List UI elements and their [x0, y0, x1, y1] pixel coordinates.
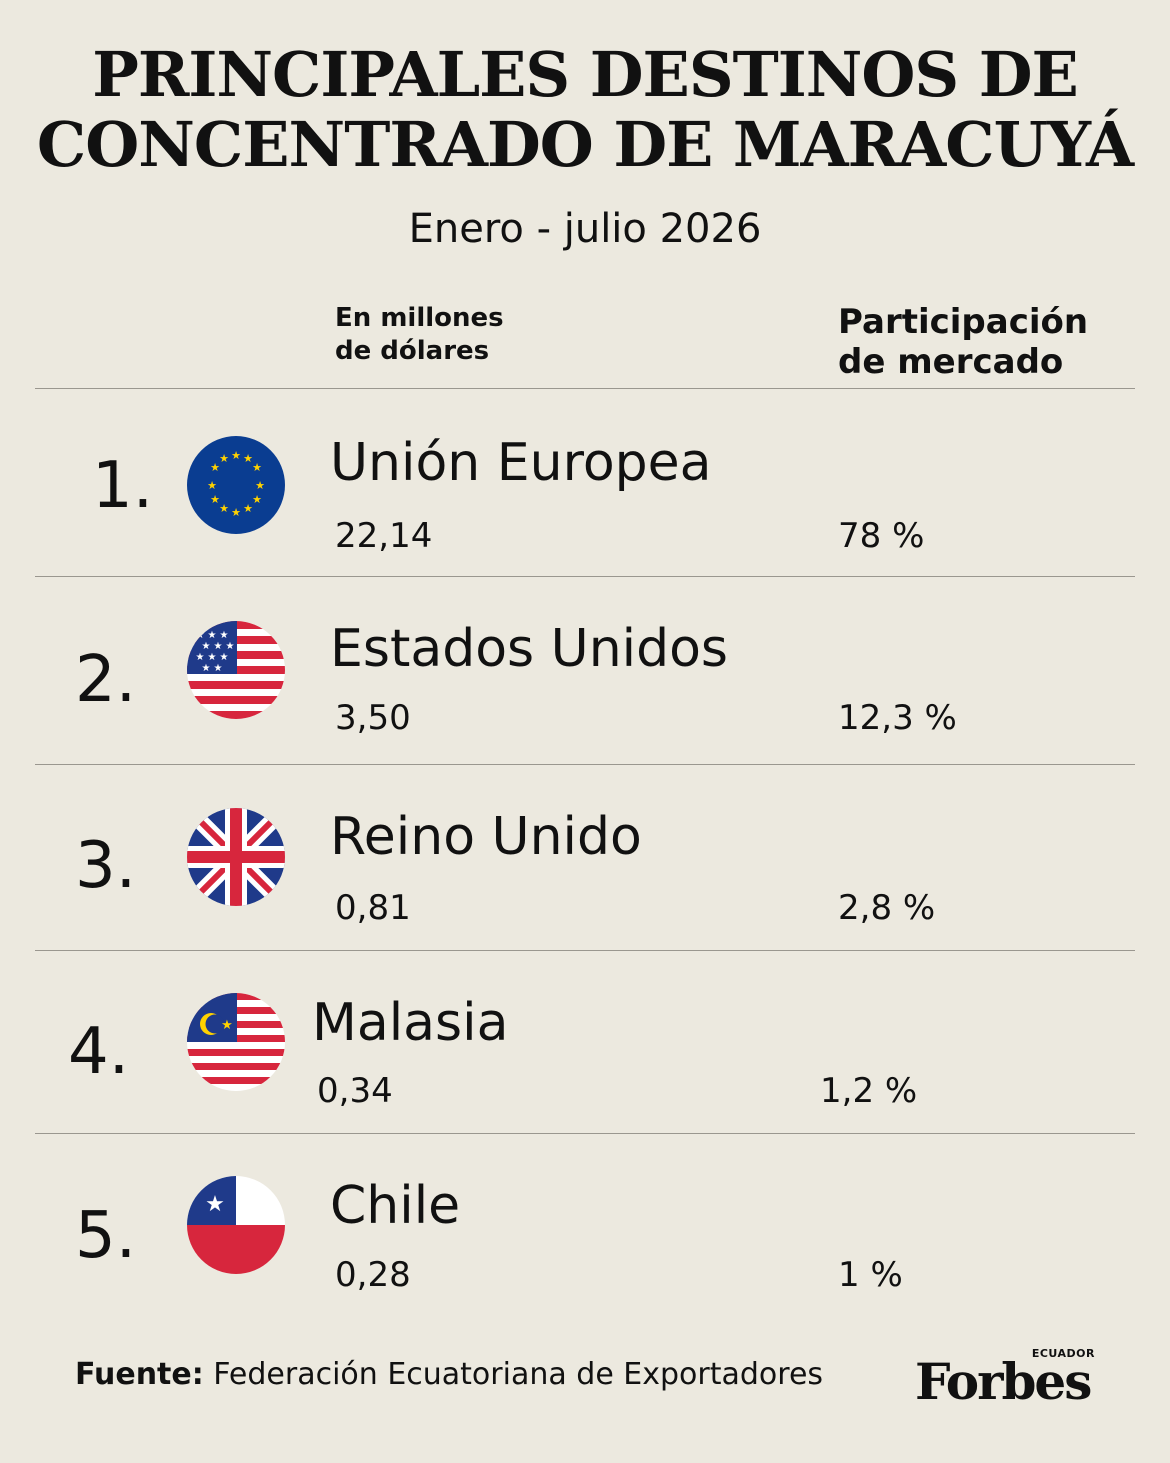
- svg-text:★: ★: [196, 652, 205, 663]
- share-cell: 12,3 %: [838, 698, 957, 738]
- divider: [35, 388, 1135, 389]
- value-cell: 0,28: [335, 1255, 411, 1295]
- country-name: Estados Unidos: [330, 619, 729, 679]
- svg-text:★: ★: [202, 641, 211, 652]
- svg-text:★: ★: [208, 630, 217, 641]
- source-note: Fuente: Federación Ecuatoriana de Export…: [75, 1355, 823, 1395]
- svg-text:★: ★: [231, 449, 241, 462]
- svg-text:★: ★: [210, 461, 220, 474]
- uk-flag-icon: [187, 808, 285, 906]
- rank-label: 3.: [75, 829, 137, 903]
- forbes-logo: ECUADOR Forbes: [915, 1340, 1105, 1410]
- share-cell: 1,2 %: [820, 1071, 918, 1111]
- chart-subtitle: Enero - julio 2026: [408, 206, 762, 252]
- eu-flag-icon: ★ ★★ ★★★ ★★★ ★★★: [187, 436, 285, 534]
- share-cell: 1 %: [838, 1255, 903, 1295]
- us-flag-icon: ★ ★ ★ ★ ★ ★ ★ ★ ★ ★ ★: [187, 621, 285, 719]
- svg-text:★: ★: [252, 493, 262, 506]
- svg-text:★: ★: [219, 452, 229, 465]
- chile-flag-icon: ★: [187, 1176, 285, 1274]
- svg-text:★: ★: [243, 502, 253, 515]
- share-column-header: Participación de mercado: [838, 302, 1088, 382]
- svg-text:★: ★: [210, 493, 220, 506]
- svg-text:★: ★: [220, 630, 229, 641]
- svg-text:★: ★: [243, 452, 253, 465]
- source-text: Federación Ecuatoriana de Exportadores: [213, 1357, 824, 1392]
- country-name: Unión Europea: [330, 433, 712, 493]
- divider: [35, 576, 1135, 577]
- chart-title: PRINCIPALES DESTINOS DE CONCENTRADO DE M…: [0, 40, 1170, 180]
- svg-text:★: ★: [252, 461, 262, 474]
- share-cell: 2,8 %: [838, 888, 936, 928]
- table-row: 1. ★ ★ ★ ★ ★ ★ ★ ★ ★ ★ ★ ★ Unión Europea 22,14 7…: [0, 389, 1170, 574]
- svg-text:★: ★: [214, 641, 223, 652]
- brand-edition: ECUADOR: [1031, 1347, 1095, 1360]
- svg-text:★: ★: [219, 502, 229, 515]
- svg-text:★: ★: [255, 479, 265, 492]
- brand-name: Forbes: [915, 1352, 1092, 1411]
- value-cell: 22,14: [335, 516, 433, 556]
- rank-label: 1.: [92, 449, 154, 523]
- share-cell: 78 %: [838, 516, 925, 556]
- value-cell: 0,81: [335, 888, 411, 928]
- value-cell: 0,34: [317, 1071, 393, 1111]
- svg-text:★: ★: [205, 1192, 225, 1217]
- rank-label: 5.: [75, 1199, 137, 1273]
- svg-text:★: ★: [231, 506, 241, 519]
- title-line-2: CONCENTRADO DE MARACUYÁ: [36, 108, 1134, 181]
- table-row: 2. ★ ★ ★ ★ ★ ★ ★ ★ ★ ★ ★ Estados Unidos 3,50 12…: [0, 577, 1170, 762]
- title-line-1: PRINCIPALES DESTINOS DE: [92, 38, 1079, 111]
- svg-text:★: ★: [221, 1018, 233, 1033]
- value-header-line-2: de dólares: [335, 336, 490, 366]
- table-row: 5. ★ Chile 0,28 1 %: [0, 1134, 1170, 1319]
- value-column-header: En millones de dólares: [335, 302, 504, 368]
- rank-label: 2.: [75, 643, 137, 717]
- svg-text:★: ★: [208, 652, 217, 663]
- country-name: Malasia: [312, 993, 509, 1053]
- svg-text:★: ★: [202, 663, 211, 674]
- country-name: Reino Unido: [330, 807, 642, 867]
- share-header-line-2: de mercado: [838, 342, 1064, 382]
- source-label: Fuente:: [75, 1357, 204, 1392]
- rank-label: 4.: [68, 1015, 130, 1089]
- divider: [35, 950, 1135, 951]
- malaysia-flag-icon: ★: [187, 993, 285, 1091]
- svg-text:★: ★: [214, 663, 223, 674]
- table-row: 4. ★ Malasia 0,34 1,2 %: [0, 951, 1170, 1136]
- svg-text:★: ★: [207, 479, 217, 492]
- svg-text:★: ★: [220, 652, 229, 663]
- share-header-line-1: Participación: [838, 302, 1089, 342]
- divider: [35, 764, 1135, 765]
- value-cell: 3,50: [335, 698, 411, 738]
- value-header-line-1: En millones: [335, 303, 504, 333]
- divider: [35, 1133, 1135, 1134]
- svg-text:★: ★: [226, 641, 235, 652]
- table-row: 3. Reino Unido 0,81 2,8 %: [0, 765, 1170, 950]
- country-name: Chile: [330, 1176, 461, 1236]
- svg-text:★: ★: [196, 630, 205, 641]
